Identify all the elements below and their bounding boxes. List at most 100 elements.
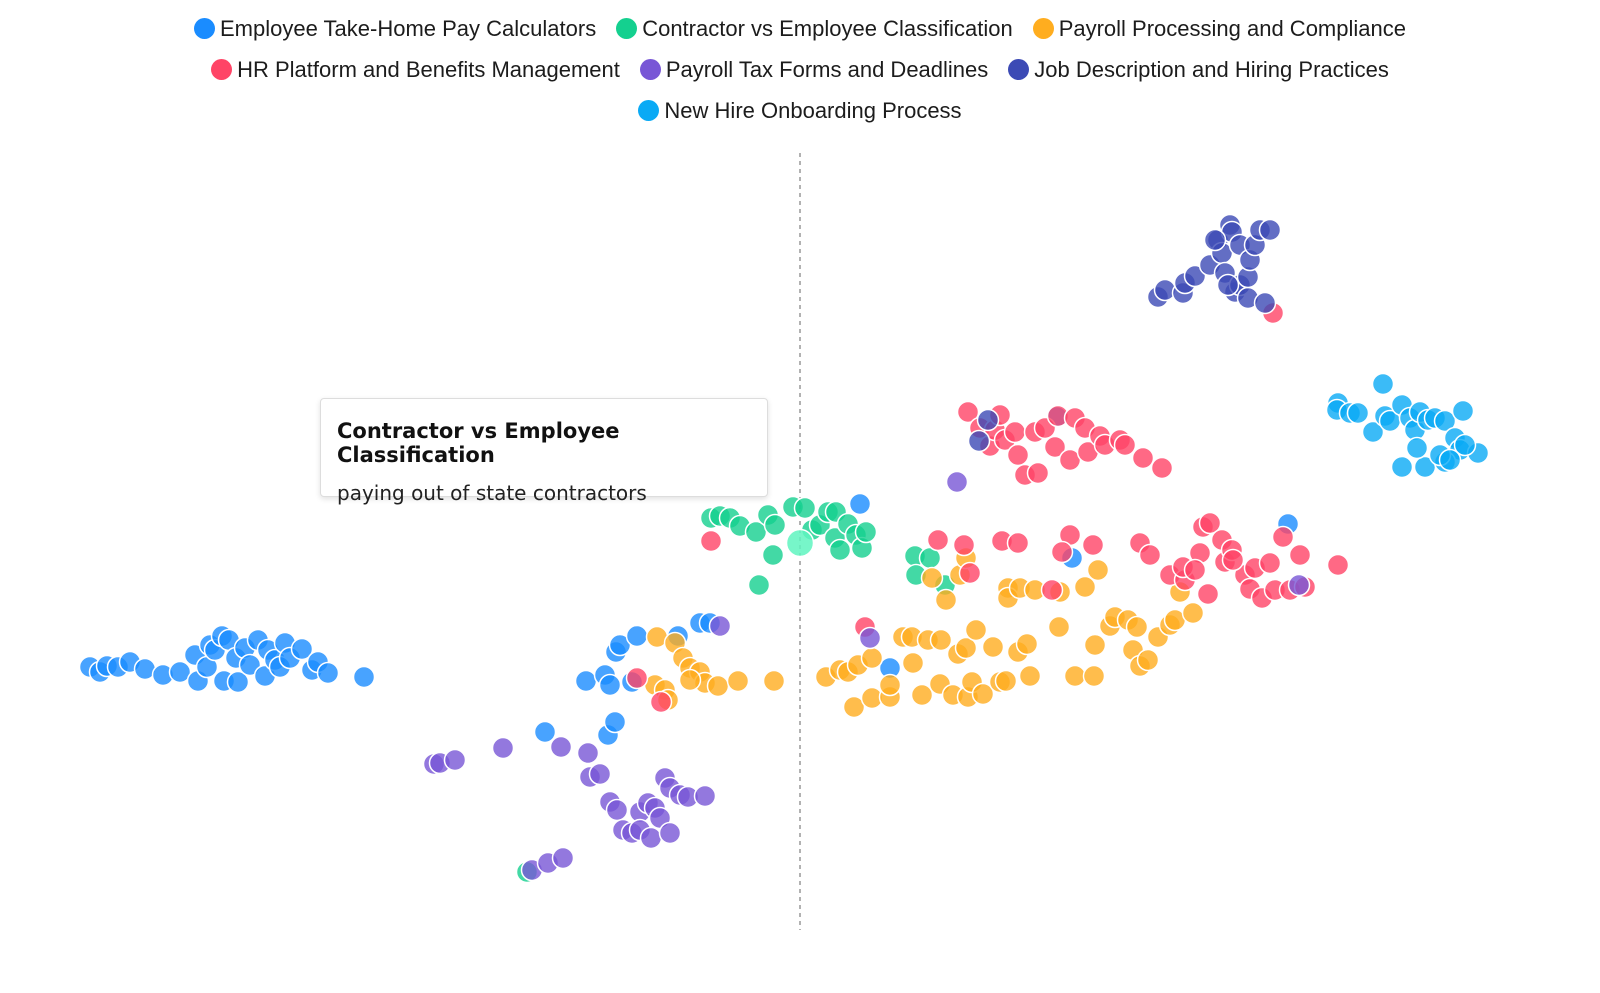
data-point-series-2[interactable] [1083,633,1107,657]
data-point-series-3[interactable] [1258,551,1282,575]
legend-item-new-hire-onboarding[interactable]: New Hire Onboarding Process [638,98,962,124]
data-point-series-2[interactable] [994,669,1018,693]
data-point-series-2[interactable] [1063,664,1087,688]
data-point-series-5[interactable] [1258,218,1282,242]
data-point-series-4[interactable] [549,735,573,759]
data-point-series-6[interactable] [1433,409,1457,433]
data-point-series-4[interactable] [491,736,515,760]
legend-item-payroll-processing[interactable]: Payroll Processing and Compliance [1032,16,1406,42]
data-point-series-3[interactable] [1003,420,1027,444]
data-point-series-2[interactable] [910,683,934,707]
data-point-series-3[interactable] [1183,558,1207,582]
data-point-series-2[interactable] [901,651,925,675]
data-point-series-4[interactable] [858,626,882,650]
data-point-series-1[interactable] [793,496,817,520]
data-point-series-2[interactable] [1015,632,1039,656]
data-point-series-2[interactable] [934,588,958,612]
data-point-series-6[interactable] [1453,433,1477,457]
data-point-series-3[interactable] [1113,433,1137,457]
data-point-series-1[interactable] [828,538,852,562]
data-point-series-0[interactable] [574,669,598,693]
data-point-series-3[interactable] [1131,446,1155,470]
data-point-series-3[interactable] [699,529,723,553]
data-point-series-0[interactable] [168,660,192,684]
data-point-series-4[interactable] [708,614,732,638]
legend-item-take-home-pay[interactable]: Employee Take-Home Pay Calculators [194,16,596,42]
data-point-series-1[interactable] [747,573,771,597]
data-point-series-4[interactable] [605,798,629,822]
data-point-series-1[interactable] [763,513,787,537]
data-point-series-2[interactable] [860,646,884,670]
data-point-series-3[interactable] [952,533,976,557]
data-point-series-6[interactable] [1361,420,1385,444]
data-point-series-0[interactable] [226,670,250,694]
data-point-series-2[interactable] [964,618,988,642]
data-point-series-6[interactable] [1451,399,1475,423]
data-point-series-3[interactable] [958,561,982,585]
data-point-series-0[interactable] [598,673,622,697]
data-point-series-2[interactable] [1181,601,1205,625]
data-point-series-0[interactable] [625,624,649,648]
data-point-series-5[interactable] [1216,273,1240,297]
data-point-series-3[interactable] [1050,540,1074,564]
data-point-series-2[interactable] [929,628,953,652]
data-point-series-2[interactable] [726,669,750,693]
legend-item-job-description[interactable]: Job Description and Hiring Practices [1008,57,1389,83]
highlighted-data-point[interactable] [785,528,815,558]
data-point-series-2[interactable] [1047,615,1071,639]
data-point-series-5[interactable] [967,429,991,453]
data-point-series-1[interactable] [761,543,785,567]
data-point-series-3[interactable] [1326,553,1350,577]
data-point-series-0[interactable] [290,637,314,661]
data-point-series-2[interactable] [678,668,702,692]
data-point-series-3[interactable] [1150,456,1174,480]
data-point-series-4[interactable] [1287,573,1311,597]
data-point-series-2[interactable] [1086,558,1110,582]
data-point-series-3[interactable] [625,666,649,690]
legend-item-contractor-classification[interactable]: Contractor vs Employee Classification [616,16,1013,42]
data-point-series-0[interactable] [238,653,262,677]
data-point-series-0[interactable] [848,492,872,516]
data-point-series-4[interactable] [658,821,682,845]
data-point-series-3[interactable] [1138,543,1162,567]
data-point-series-3[interactable] [1043,435,1067,459]
data-point-series-3[interactable] [1081,533,1105,557]
data-point-series-3[interactable] [956,400,980,424]
data-point-series-3[interactable] [1288,543,1312,567]
data-point-series-3[interactable] [1006,443,1030,467]
data-point-series-2[interactable] [1082,664,1106,688]
data-point-series-3[interactable] [649,690,673,714]
data-point-series-0[interactable] [352,665,376,689]
data-point-series-4[interactable] [551,846,575,870]
legend-item-payroll-tax-forms[interactable]: Payroll Tax Forms and Deadlines [639,57,988,83]
data-point-series-2[interactable] [1018,664,1042,688]
data-point-series-4[interactable] [693,784,717,808]
legend-item-hr-platform[interactable]: HR Platform and Benefits Management [211,57,620,83]
data-point-series-2[interactable] [1073,575,1097,599]
data-point-series-2[interactable] [981,635,1005,659]
data-point-series-5[interactable] [976,408,1000,432]
data-point-series-5[interactable] [1183,264,1207,288]
data-point-series-3[interactable] [1040,578,1064,602]
data-point-series-3[interactable] [1198,511,1222,535]
data-point-series-0[interactable] [533,720,557,744]
data-point-series-4[interactable] [576,741,600,765]
data-point-series-2[interactable] [878,673,902,697]
data-point-series-2[interactable] [1136,648,1160,672]
data-point-series-1[interactable] [854,520,878,544]
data-point-series-0[interactable] [603,710,627,734]
data-point-series-3[interactable] [1006,531,1030,555]
data-point-series-4[interactable] [443,748,467,772]
data-point-series-6[interactable] [1371,372,1395,396]
data-point-series-3[interactable] [1271,525,1295,549]
data-point-series-6[interactable] [1438,448,1462,472]
data-point-series-3[interactable] [1221,548,1245,572]
data-point-series-6[interactable] [1346,401,1370,425]
data-point-series-4[interactable] [588,762,612,786]
data-point-series-2[interactable] [1125,615,1149,639]
data-point-series-5[interactable] [1203,228,1227,252]
data-point-series-3[interactable] [1026,461,1050,485]
data-point-series-0[interactable] [316,661,340,685]
data-point-series-4[interactable] [639,826,663,850]
data-point-series-2[interactable] [971,682,995,706]
